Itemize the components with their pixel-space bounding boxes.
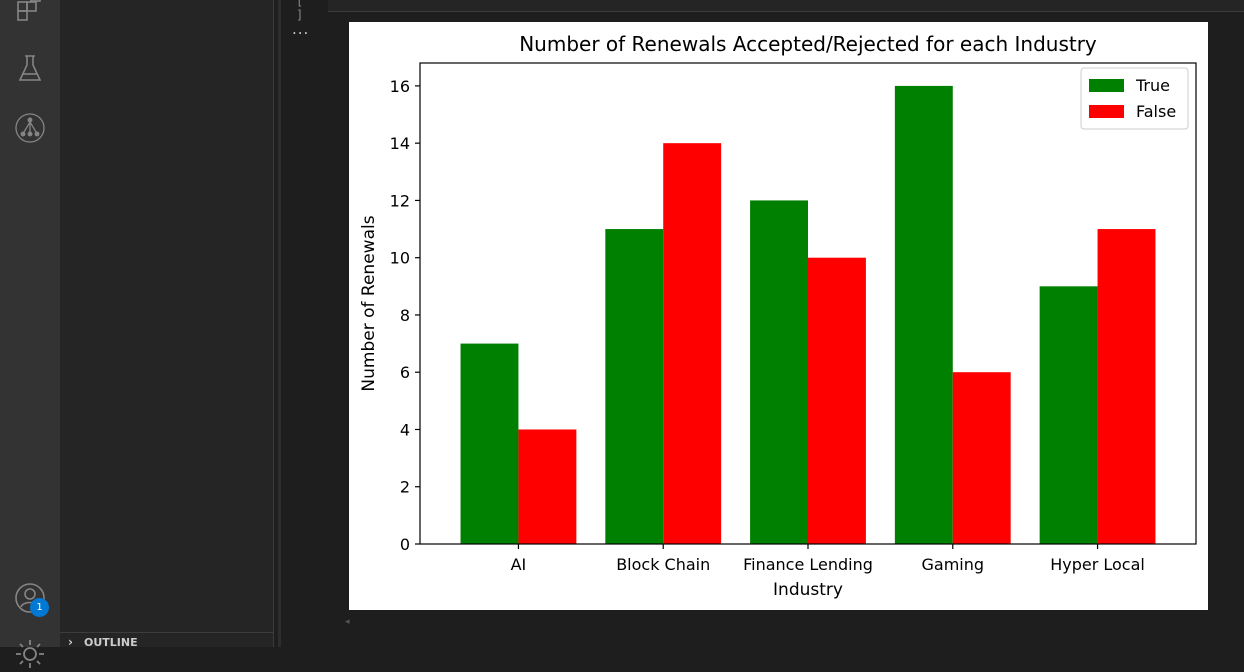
y-tick-label: 0: [400, 535, 410, 554]
manage-gear-icon[interactable]: [12, 636, 48, 672]
bar-false-hyper-local: [1097, 229, 1156, 545]
source-graph-icon[interactable]: [12, 110, 48, 146]
sidebar-divider: [273, 0, 274, 647]
legend-label-false: False: [1136, 102, 1176, 121]
x-tick-label: Finance Lending: [743, 555, 873, 574]
cell-execution-prompt: [ ]: [296, 0, 304, 22]
bar-true-block-chain: [605, 229, 664, 545]
bar-false-block-chain: [663, 143, 722, 544]
chevron-right-icon: ›: [68, 635, 73, 649]
legend-swatch-false: [1089, 105, 1124, 118]
chart-legend: True False: [1080, 67, 1189, 130]
axes-frame: [419, 62, 1197, 545]
bar-chart: Number of Renewals Accepted/Rejected for…: [359, 32, 1197, 600]
scroll-left-arrow-icon[interactable]: ◂: [345, 617, 350, 627]
accounts-notification-badge: 1: [30, 598, 49, 617]
code-cell-editor[interactable]: [328, 0, 1244, 12]
x-axis-label: Industry: [773, 580, 843, 600]
sidebar: [60, 0, 273, 647]
y-axis-label: Number of Renewals: [359, 215, 379, 391]
bar-true-gaming: [894, 85, 953, 545]
x-tick-label: Gaming: [922, 555, 985, 574]
bar-false-gaming: [952, 372, 1011, 544]
bar-true-finance-lending: [750, 200, 808, 544]
legend-swatch-true: [1089, 79, 1124, 92]
y-tick-label: 6: [400, 363, 410, 382]
x-tick-label: AI: [511, 555, 527, 574]
testing-flask-icon[interactable]: [12, 50, 48, 86]
output-more-actions-button[interactable]: ...: [292, 20, 310, 38]
bar-true-hyper-local: [1039, 286, 1098, 544]
y-tick-label: 10: [390, 249, 410, 268]
bar-false-finance-lending: [808, 257, 866, 544]
activity-bar: 1: [0, 0, 60, 668]
x-tick-label: Block Chain: [616, 555, 710, 574]
y-tick-label: 12: [390, 191, 410, 210]
extensions-icon[interactable]: [12, 0, 48, 24]
x-tick-label: Hyper Local: [1050, 555, 1145, 574]
y-tick-label: 2: [400, 478, 410, 497]
chart-title: Number of Renewals Accepted/Rejected for…: [519, 32, 1097, 56]
outline-label: OUTLINE: [84, 636, 138, 649]
bar-group: [460, 85, 1156, 545]
y-tick-label: 8: [400, 306, 410, 325]
bar-true-ai: [460, 343, 519, 544]
bar-false-ai: [518, 429, 577, 544]
x-axis: AI Block Chain Finance Lending Gaming Hyper …: [511, 544, 1145, 574]
y-tick-label: 14: [390, 134, 410, 153]
y-tick-label: 16: [390, 77, 410, 96]
y-tick-label: 4: [400, 420, 410, 439]
y-axis: 0 2 4 6 8 10 12 14 16: [390, 77, 420, 554]
editor-sash[interactable]: [278, 0, 281, 647]
outline-section-header[interactable]: › OUTLINE: [60, 632, 273, 649]
cell-output-plot: Number of Renewals Accepted/Rejected for…: [349, 22, 1208, 610]
legend-label-true: True: [1135, 76, 1170, 95]
